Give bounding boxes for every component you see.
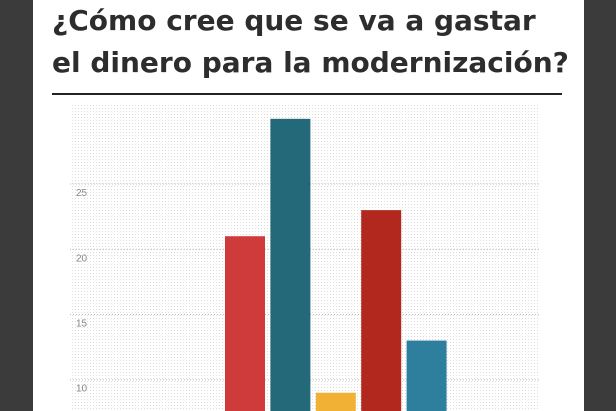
bar — [361, 210, 402, 411]
chart-title: ¿Cómo cree que se va a gastar el dinero p… — [52, 4, 569, 79]
y-tick-label: 20 — [76, 253, 88, 264]
y-tick-label: 10 — [76, 384, 88, 395]
bar — [225, 236, 265, 411]
y-tick-label: 15 — [76, 318, 88, 329]
bar — [270, 118, 311, 411]
bar — [315, 392, 356, 411]
bar — [406, 340, 447, 411]
y-tick-label: 25 — [76, 188, 88, 199]
